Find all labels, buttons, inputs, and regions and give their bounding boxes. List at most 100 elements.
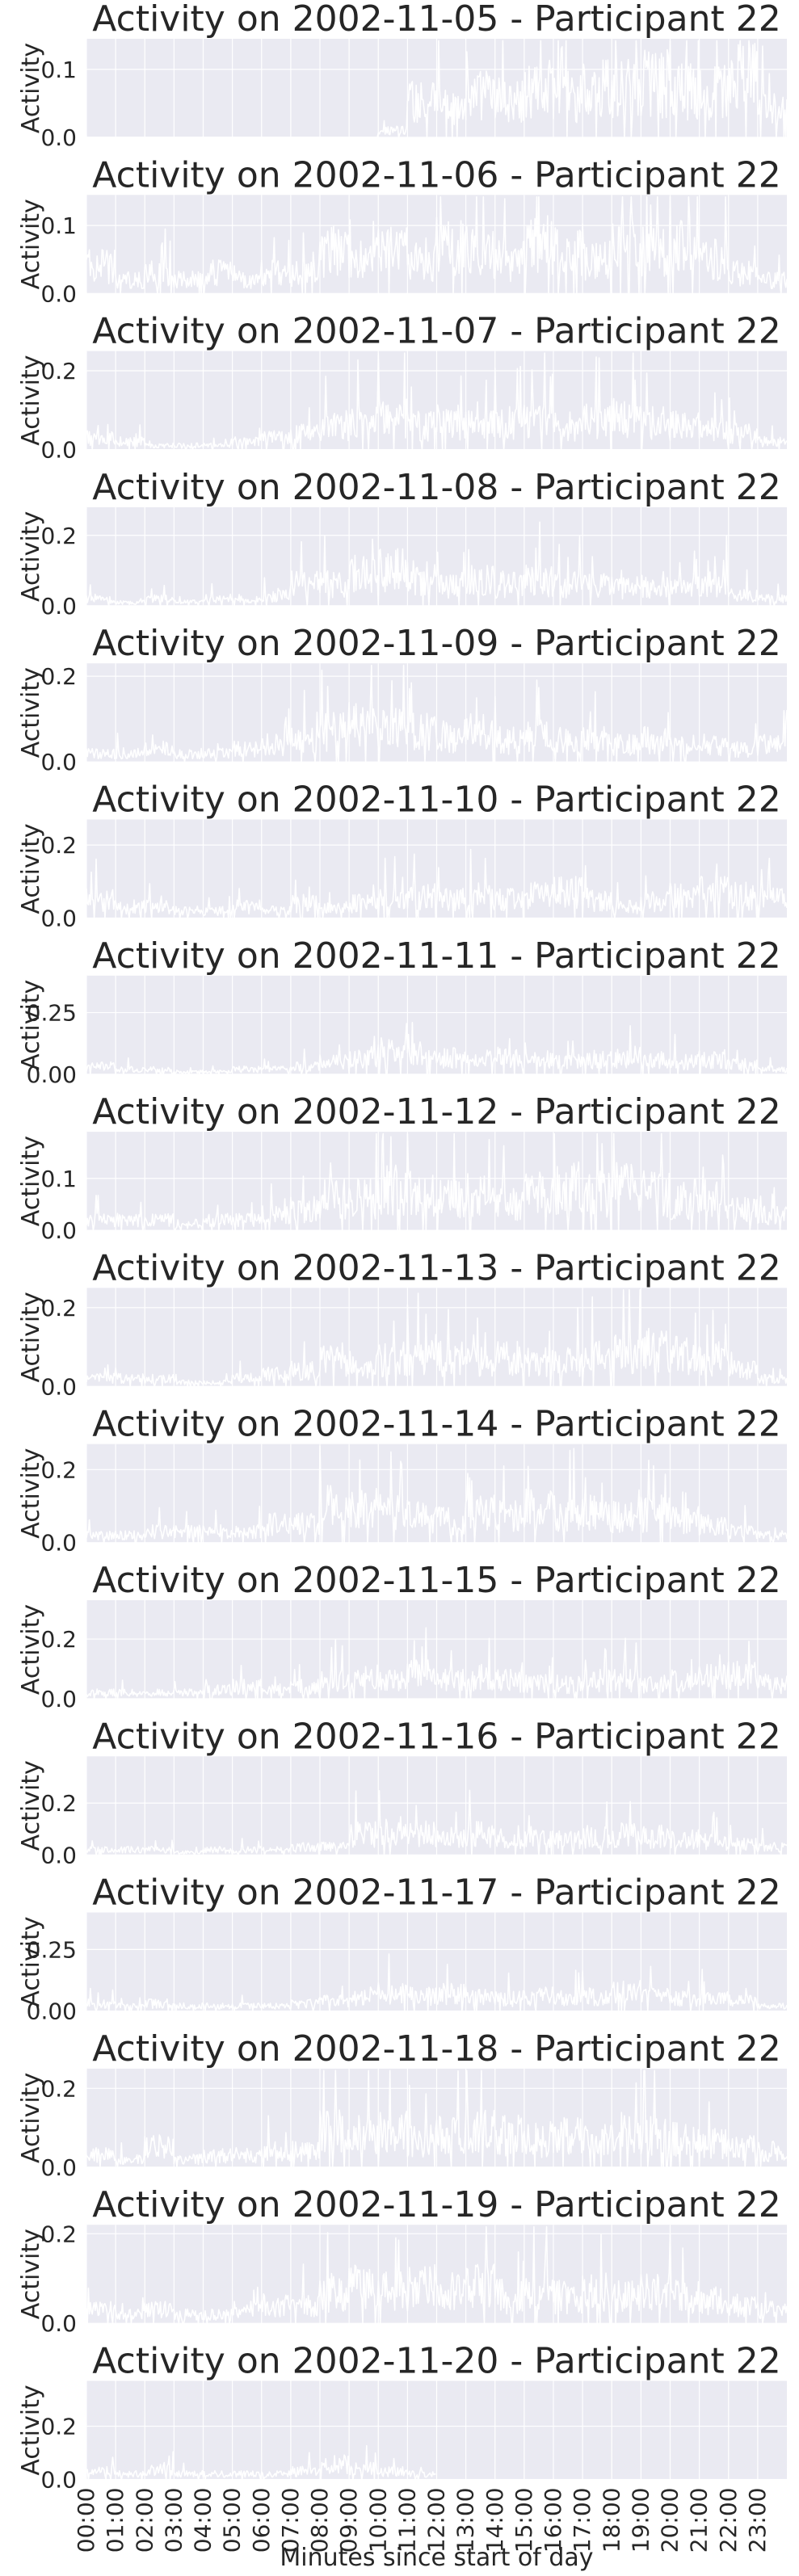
y-axis-label: Activity: [17, 823, 45, 914]
panel-title: Activity on 2002-11-13 - Participant 22: [92, 1247, 780, 1288]
x-tick-label: 09:00: [335, 2488, 362, 2553]
x-tick-label: 03:00: [160, 2488, 187, 2553]
panel-title: Activity on 2002-11-05 - Participant 22: [92, 0, 780, 40]
activity-panel: 0.0 0.2 Activity on 2002-11-13 - Participa…: [17, 1247, 788, 1400]
panel-title: Activity on 2002-11-17 - Participant 22: [92, 1872, 780, 1914]
x-tick-label: 06:00: [248, 2488, 275, 2553]
y-tick-label: 0.0: [40, 1217, 77, 1244]
x-tick-label: 04:00: [190, 2488, 217, 2553]
x-tick-label: 10:00: [364, 2488, 391, 2553]
y-axis-label: Activity: [17, 2073, 45, 2163]
activity-panel: 0.0 0.2 Activity on 2002-11-08 - Participa…: [17, 467, 788, 620]
y-axis-label: Activity: [17, 511, 45, 602]
panel-title: Activity on 2002-11-18 - Participant 22: [92, 2028, 780, 2070]
y-tick-label: 0.00: [27, 1061, 77, 1088]
y-tick-label: 0.00: [27, 1998, 77, 2025]
x-axis-label: Minutes since start of day: [280, 2544, 593, 2572]
y-tick-label: 0.2: [40, 2075, 77, 2102]
activity-line: [86, 2225, 788, 2324]
x-tick-label: 15:00: [511, 2488, 537, 2553]
y-axis-label: Activity: [17, 1760, 45, 1851]
y-tick-label: 0.2: [40, 2414, 77, 2440]
x-tick-label: 23:00: [744, 2488, 771, 2553]
panel-title: Activity on 2002-11-07 - Participant 22: [92, 311, 780, 352]
y-tick-label: 0.2: [40, 1456, 77, 1483]
panel-title: Activity on 2002-11-10 - Participant 22: [92, 780, 780, 821]
x-tick-label: 07:00: [277, 2488, 304, 2553]
x-tick-label: 20:00: [657, 2488, 683, 2553]
activity-line: [86, 195, 788, 295]
panel-title: Activity on 2002-11-16 - Participant 22: [92, 1716, 780, 1757]
y-tick-label: 0.0: [40, 2310, 77, 2337]
activity-panel: 0.0 0.2 Activity on 2002-11-15 - Participa…: [17, 1560, 788, 1712]
y-axis-label: Activity: [17, 1292, 45, 1382]
x-tick-label: 18:00: [598, 2488, 624, 2553]
activity-line: [86, 1789, 788, 1856]
y-tick-label: 0.2: [40, 523, 77, 549]
y-tick-label: 0.1: [40, 57, 77, 83]
y-axis-label: Activity: [17, 1448, 45, 1539]
activity-line: [86, 1021, 788, 1075]
activity-panel: 0.0 0.1 Activity on 2002-11-06 - Participa…: [17, 154, 788, 307]
x-tick-label: 11:00: [393, 2488, 420, 2553]
y-tick-label: 0.25: [27, 1936, 77, 1963]
x-tick-label: 21:00: [686, 2488, 713, 2553]
activity-line: [86, 1133, 788, 1231]
activity-panel: 0.0 0.2 Activity on 2002-11-14 - Participa…: [17, 1404, 788, 1557]
activity-panel: 0.0 0.2 Activity on 2002-11-09 - Participa…: [17, 623, 788, 775]
activity-line: [86, 1289, 788, 1388]
panel-title: Activity on 2002-11-11 - Participant 22: [92, 935, 780, 977]
activity-line: [86, 1953, 788, 2012]
y-axis-label: Activity: [17, 667, 45, 758]
x-tick-label: 12:00: [423, 2488, 450, 2553]
y-axis-label: Activity: [17, 980, 45, 1070]
panel-title: Activity on 2002-11-06 - Participant 22: [92, 154, 780, 195]
y-tick-label: 0.0: [40, 749, 77, 775]
panel-title: Activity on 2002-11-19 - Participant 22: [92, 2184, 780, 2225]
y-tick-label: 0.0: [40, 906, 77, 932]
x-tick-label: 19:00: [627, 2488, 654, 2553]
x-tick-label: 13:00: [452, 2488, 479, 2553]
y-tick-label: 0.0: [40, 1530, 77, 1557]
activity-line: [86, 2444, 436, 2481]
activity-panel: 0.00 0.25 Activity on 2002-11-17 - Partici…: [17, 1872, 788, 2025]
activity-panel: 0.0 0.2 Activity on 2002-11-16 - Participa…: [17, 1716, 788, 1868]
activity-panel: 0.0 0.1 Activity on 2002-11-12 - Participa…: [17, 1091, 788, 1244]
y-tick-label: 0.25: [27, 1000, 77, 1027]
y-axis-label: Activity: [17, 2385, 45, 2475]
activity-panel: 0.0 0.1 Activity on 2002-11-05 - Participa…: [17, 0, 788, 151]
activity-line: [86, 848, 788, 919]
activity-line: [86, 352, 788, 451]
activity-line: [86, 2070, 788, 2168]
y-tick-label: 0.2: [40, 1295, 77, 1322]
activity-line: [86, 40, 788, 138]
y-axis-label: Activity: [17, 43, 45, 133]
activity-line: [86, 521, 788, 607]
panel-title: Activity on 2002-11-20 - Participant 22: [92, 2341, 780, 2382]
activity-line: [86, 664, 788, 763]
y-tick-label: 0.2: [40, 832, 77, 859]
x-tick-label: 22:00: [715, 2488, 742, 2553]
activity-panel: 0.0 0.2 Activity on 2002-11-10 - Participa…: [17, 780, 788, 932]
panel-title: Activity on 2002-11-12 - Participant 22: [92, 1091, 780, 1133]
y-tick-label: 0.2: [40, 358, 77, 385]
y-axis-label: Activity: [17, 199, 45, 289]
y-tick-label: 0.0: [40, 2154, 77, 2181]
y-tick-label: 0.2: [40, 663, 77, 690]
y-tick-label: 0.0: [40, 280, 77, 307]
y-axis-label: Activity: [17, 1604, 45, 1695]
panel-title: Activity on 2002-11-09 - Participant 22: [92, 623, 780, 664]
activity-line: [86, 1627, 788, 1700]
y-tick-label: 0.0: [40, 437, 77, 464]
y-axis-label: Activity: [17, 1916, 45, 2007]
y-tick-label: 0.0: [40, 124, 77, 151]
x-tick-label: 16:00: [540, 2488, 566, 2553]
x-tick-label: 01:00: [102, 2488, 128, 2553]
y-tick-label: 0.1: [40, 212, 77, 239]
y-tick-label: 0.2: [40, 1626, 77, 1653]
panel-title: Activity on 2002-11-08 - Participant 22: [92, 467, 780, 508]
y-tick-label: 0.0: [40, 1373, 77, 1400]
y-tick-label: 0.0: [40, 593, 77, 620]
y-tick-label: 0.1: [40, 1166, 77, 1192]
